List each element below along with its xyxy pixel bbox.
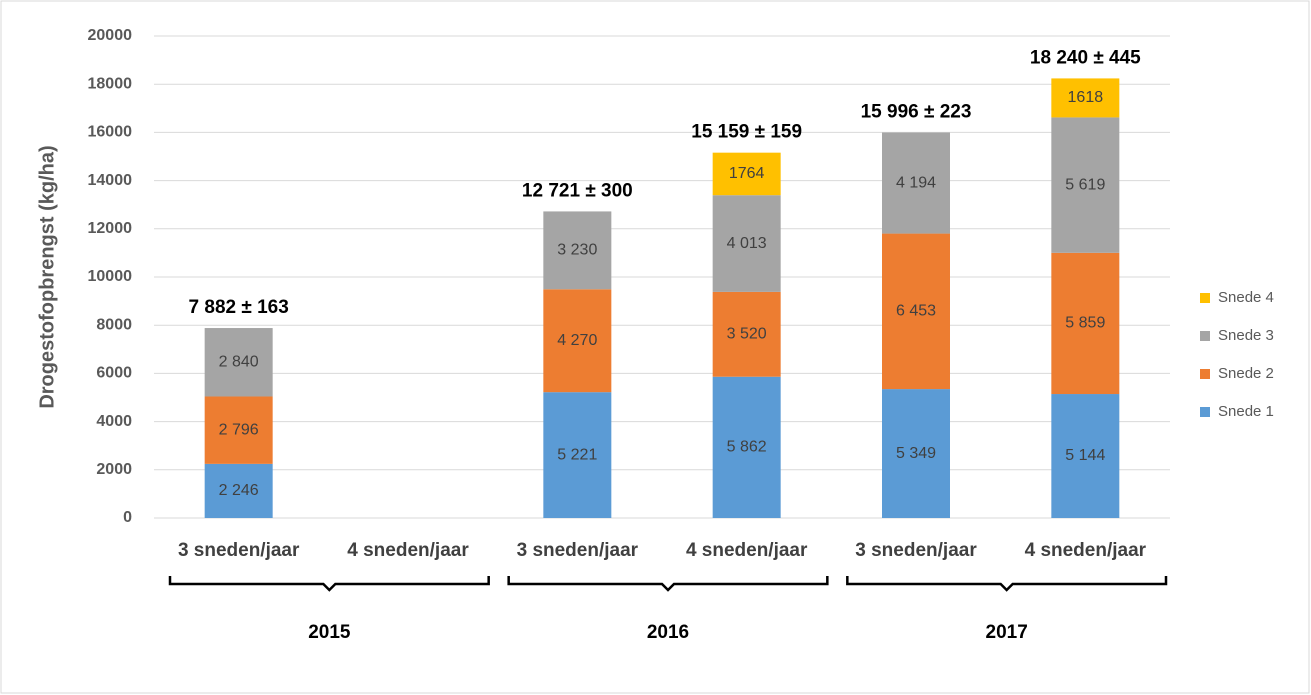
value-label: 5 859 — [1065, 315, 1105, 332]
total-label: 15 996 ± 223 — [861, 102, 972, 123]
y-tick-label: 0 — [123, 509, 132, 526]
legend-label: Snede 3 — [1218, 327, 1274, 344]
bar-segment — [712, 291, 781, 377]
y-tick-label: 2000 — [96, 461, 132, 478]
legend-swatch — [1200, 407, 1210, 417]
legend-swatch — [1200, 293, 1210, 303]
value-label: 4 013 — [727, 235, 767, 252]
bar-segment — [712, 195, 781, 292]
legend-label: Snede 2 — [1218, 365, 1274, 382]
legend-label: Snede 4 — [1218, 289, 1274, 306]
y-tick-label: 18000 — [88, 75, 133, 92]
total-label: 7 882 ± 163 — [189, 297, 289, 318]
bar-segment — [204, 463, 273, 518]
value-label: 5 221 — [557, 446, 597, 463]
value-label: 2 840 — [219, 353, 259, 370]
x-tick-label: 3 sneden/jaar — [517, 540, 639, 561]
x-tick-label: 4 sneden/jaar — [1025, 540, 1147, 561]
bar-segment — [882, 389, 950, 518]
x-tick-label: 3 sneden/jaar — [178, 540, 300, 561]
bar-segment — [1051, 252, 1120, 395]
bar-segment — [204, 396, 273, 464]
value-label: 5 619 — [1065, 176, 1105, 193]
x-tick-label: 3 sneden/jaar — [855, 540, 977, 561]
bar-segment — [543, 392, 612, 518]
legend-swatch — [1200, 369, 1210, 379]
value-label: 5 144 — [1065, 447, 1105, 464]
bar-segment — [712, 376, 781, 518]
y-axis-label: Drogestofopbrengst (kg/ha) — [36, 145, 58, 408]
y-tick-label: 10000 — [88, 268, 133, 285]
y-tick-label: 6000 — [96, 365, 132, 382]
value-label: 1764 — [729, 165, 765, 182]
group-label: 2015 — [308, 622, 351, 643]
bar-segment — [882, 233, 950, 390]
legend-swatch — [1200, 331, 1210, 341]
y-tick-label: 4000 — [96, 413, 132, 430]
group-brace — [168, 576, 490, 592]
value-label: 2 246 — [219, 482, 259, 499]
x-tick-label: 4 sneden/jaar — [347, 540, 469, 561]
group-label: 2017 — [986, 622, 1028, 643]
group-brace — [507, 576, 829, 592]
bar-segment — [543, 289, 612, 393]
value-label: 3 520 — [727, 326, 767, 343]
y-tick-label: 8000 — [96, 316, 132, 333]
value-label: 4 194 — [896, 174, 936, 191]
bar-segment — [543, 211, 612, 290]
value-label: 4 270 — [557, 332, 597, 349]
y-tick-label: 14000 — [88, 172, 133, 189]
x-tick-label: 4 sneden/jaar — [686, 540, 808, 561]
bar-segment — [1051, 78, 1120, 118]
y-tick-label: 16000 — [88, 124, 133, 141]
group-label: 2016 — [647, 622, 689, 643]
total-label: 15 159 ± 159 — [691, 122, 802, 143]
bar-segment — [1051, 394, 1120, 518]
legend-label: Snede 1 — [1218, 403, 1274, 420]
value-label: 6 453 — [896, 303, 936, 320]
group-brace — [846, 576, 1168, 592]
value-label: 1618 — [1068, 89, 1104, 106]
total-label: 12 721 ± 300 — [522, 180, 633, 201]
bar-segment — [204, 328, 273, 397]
y-tick-label: 20000 — [88, 27, 133, 44]
value-label: 3 230 — [557, 242, 597, 259]
total-label: 18 240 ± 445 — [1030, 47, 1141, 68]
bar-segment — [1051, 117, 1120, 253]
y-tick-label: 12000 — [88, 220, 133, 237]
bar-segment — [882, 132, 950, 234]
value-label: 5 862 — [727, 439, 767, 456]
bar-segment — [712, 152, 781, 196]
value-label: 5 349 — [896, 445, 936, 462]
value-label: 2 796 — [219, 421, 259, 438]
